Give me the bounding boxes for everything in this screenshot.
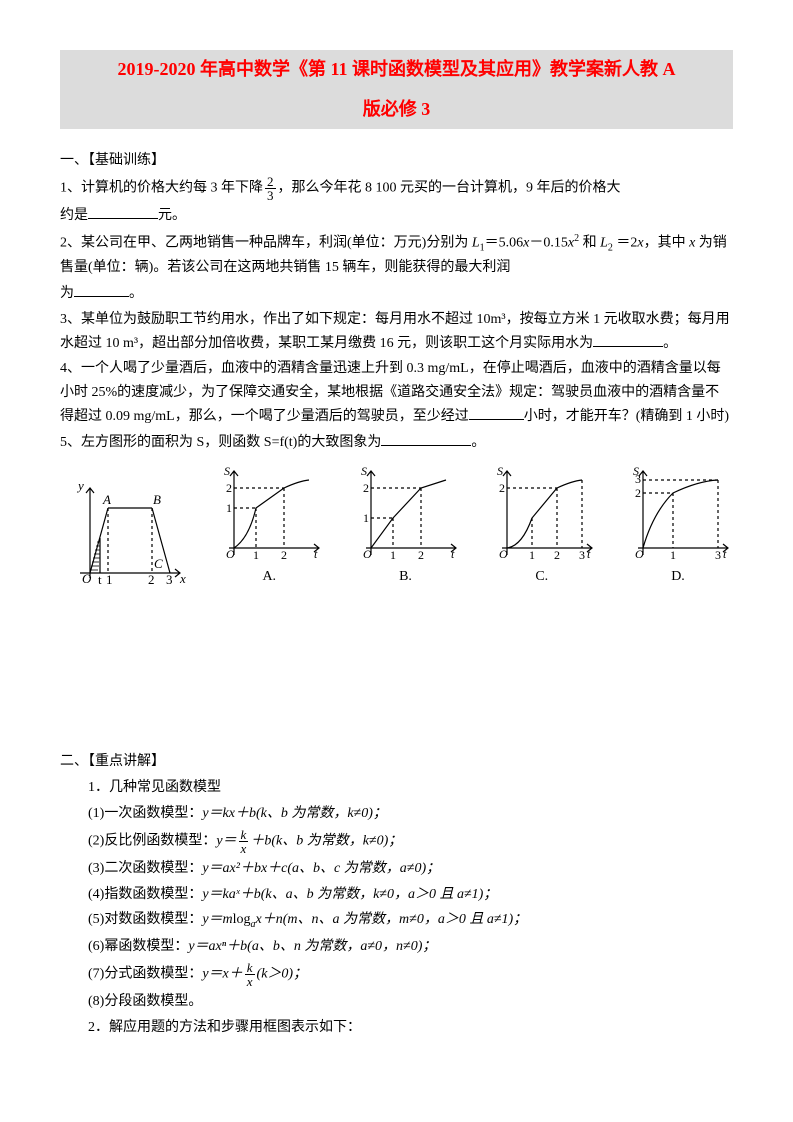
model-4: (4)指数函数模型：y＝kaˣ＋b(k、a、b 为常数，k≠0，a＞0 且 a≠…	[60, 883, 733, 907]
svg-text:O: O	[635, 547, 644, 561]
q1-text-b: ，那么今年花 8 100 元买的一台计算机，9 年后的价格大	[278, 181, 621, 196]
question-1: 1、计算机的价格大约每 3 年下降23，那么今年花 8 100 元买的一台计算机…	[60, 175, 733, 202]
m7-fraction: kx	[245, 961, 255, 988]
m2-fraction: kx	[239, 828, 249, 855]
svg-text:y: y	[76, 478, 84, 493]
svg-text:1: 1	[253, 548, 259, 562]
figure-option-b: S O t 1 2 1 2 B.	[351, 463, 461, 589]
svg-text:2: 2	[226, 481, 232, 495]
model-3: (3)二次函数模型：y＝ax²＋bx＋c(a、b、c 为常数，a≠0)；	[60, 857, 733, 881]
figure-b-svg: S O t 1 2 1 2	[351, 463, 461, 563]
svg-text:2: 2	[635, 486, 641, 500]
svg-text:t: t	[98, 572, 102, 587]
svg-text:C: C	[154, 556, 163, 571]
q1-blank	[88, 204, 158, 219]
section-1-heading: 一、【基础训练】	[60, 149, 733, 173]
figure-option-d: S O t 1 3 2 3 D.	[623, 463, 733, 589]
question-2: 2、某公司在甲、乙两地销售一种品牌车，利润(单位：万元)分别为 L1＝5.06x…	[60, 230, 733, 280]
svg-text:S: S	[497, 464, 503, 478]
svg-text:2: 2	[281, 548, 287, 562]
q5-blank	[381, 431, 471, 446]
svg-text:2: 2	[554, 548, 560, 562]
svg-text:1: 1	[226, 501, 232, 515]
q1-fraction: 23	[265, 175, 276, 202]
label-d: D.	[623, 565, 733, 589]
label-b: B.	[351, 565, 461, 589]
question-3: 3、某单位为鼓励职工节约用水，作出了如下规定：每月用水不超过 10m³，按每立方…	[60, 308, 733, 356]
model-steps: 2．解应用题的方法和步骤用框图表示如下：	[60, 1016, 733, 1040]
model-5: (5)对数函数模型：y＝mlogax＋n(m、n、a 为常数，m≠0，a＞0 且…	[60, 908, 733, 933]
svg-text:3: 3	[579, 548, 585, 562]
label-c: C.	[487, 565, 597, 589]
svg-text:2: 2	[499, 481, 505, 495]
svg-text:O: O	[82, 571, 92, 586]
spacer	[60, 598, 733, 748]
model-1: (1)一次函数模型：y＝kx＋b(k、b 为常数，k≠0)；	[60, 802, 733, 826]
model-7: (7)分式函数模型：y＝x＋kx(k＞0)；	[60, 961, 733, 988]
svg-text:2: 2	[148, 572, 155, 587]
q4-blank	[469, 405, 524, 420]
svg-text:1: 1	[529, 548, 535, 562]
figure-a-svg: S O t 1 2 1 2	[214, 463, 324, 563]
question-5: 5、左方图形的面积为 S，则函数 S=f(t)的大致图象为。	[60, 431, 733, 455]
svg-text:B: B	[153, 492, 161, 507]
svg-text:3: 3	[635, 472, 641, 486]
svg-text:O: O	[499, 547, 508, 561]
figure-c-svg: S O t 1 2 3 2	[487, 463, 597, 563]
figure-left-svg: y x O A B C t 1 2 3	[60, 478, 188, 588]
question-4: 4、一个人喝了少量酒后，血液中的酒精含量迅速上升到 0.3 mg/mL，在停止喝…	[60, 357, 733, 428]
svg-text:1: 1	[106, 572, 113, 587]
q1-text-d: 元。	[158, 208, 186, 223]
figure-row: y x O A B C t 1 2 3	[60, 463, 733, 589]
svg-text:x: x	[179, 571, 186, 586]
q2-blank	[74, 282, 129, 297]
model-2: (2)反比例函数模型：y＝kx＋b(k、b 为常数，k≠0)；	[60, 828, 733, 855]
figure-left: y x O A B C t 1 2 3	[60, 478, 188, 588]
svg-text:1: 1	[670, 548, 676, 562]
title-line-2: 版必修 3	[363, 99, 431, 119]
svg-text:O: O	[363, 547, 372, 561]
figure-option-c: S O t 1 2 3 2 C.	[487, 463, 597, 589]
svg-text:S: S	[224, 464, 230, 478]
figure-d-svg: S O t 1 3 2 3	[623, 463, 733, 563]
document-title: 2019-2020 年高中数学《第 11 课时函数模型及其应用》教学案新人教 A…	[60, 50, 733, 129]
svg-text:2: 2	[418, 548, 424, 562]
model-8: (8)分段函数模型。	[60, 990, 733, 1014]
q1-text-c: 约是	[60, 208, 88, 223]
svg-text:1: 1	[390, 548, 396, 562]
question-1-cont: 约是 元。	[60, 204, 733, 228]
svg-text:3: 3	[715, 548, 721, 562]
svg-text:S: S	[361, 464, 367, 478]
q3-blank	[593, 332, 663, 347]
svg-text:O: O	[226, 547, 235, 561]
section-2-heading: 二、【重点讲解】	[60, 750, 733, 774]
svg-text:A: A	[102, 492, 111, 507]
svg-text:1: 1	[363, 511, 369, 525]
q1-text-a: 1、计算机的价格大约每 3 年下降	[60, 181, 263, 196]
model-6: (6)幂函数模型：y＝axⁿ＋b(a、b、n 为常数，a≠0，n≠0)；	[60, 935, 733, 959]
svg-text:3: 3	[166, 572, 173, 587]
models-title: 1．几种常见函数模型	[60, 776, 733, 800]
title-line-1: 2019-2020 年高中数学《第 11 课时函数模型及其应用》教学案新人教 A	[118, 59, 676, 79]
figure-option-a: S O t 1 2 1 2 A.	[214, 463, 324, 589]
label-a: A.	[214, 565, 324, 589]
question-2-cont: 为。	[60, 282, 733, 306]
svg-text:2: 2	[363, 481, 369, 495]
